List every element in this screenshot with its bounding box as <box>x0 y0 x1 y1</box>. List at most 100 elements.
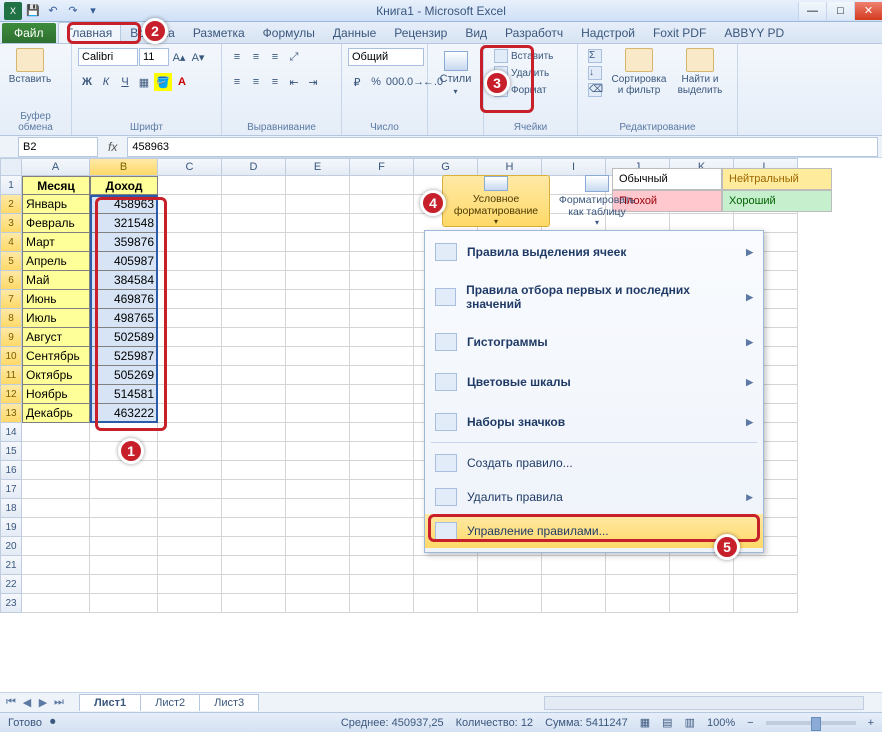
tab-разметка[interactable]: Разметка <box>184 22 254 43</box>
bold-icon[interactable]: Ж <box>78 73 96 91</box>
name-box[interactable]: B2 <box>18 137 98 157</box>
cell[interactable] <box>734 556 798 575</box>
cell[interactable] <box>286 366 350 385</box>
cell[interactable] <box>22 594 90 613</box>
cell[interactable] <box>350 271 414 290</box>
excel-icon[interactable]: X <box>4 2 22 20</box>
number-format-combo[interactable]: Общий <box>348 48 424 66</box>
cell[interactable] <box>158 214 222 233</box>
cell[interactable] <box>158 518 222 537</box>
row-header[interactable]: 9 <box>0 328 22 347</box>
row-header[interactable]: 23 <box>0 594 22 613</box>
row-header[interactable]: 19 <box>0 518 22 537</box>
cell[interactable] <box>222 214 286 233</box>
cell[interactable] <box>350 480 414 499</box>
cf-menu-item[interactable]: Правила выделения ячеек▶ <box>425 235 763 269</box>
column-header-I[interactable]: I <box>542 158 606 176</box>
cell[interactable] <box>350 442 414 461</box>
cell[interactable] <box>350 233 414 252</box>
cell[interactable] <box>734 575 798 594</box>
cell[interactable] <box>222 499 286 518</box>
close-button[interactable]: ✕ <box>854 2 882 20</box>
cell[interactable] <box>286 556 350 575</box>
undo-icon[interactable]: ↶ <box>44 2 62 20</box>
cell[interactable] <box>158 499 222 518</box>
cell[interactable] <box>22 575 90 594</box>
cell[interactable] <box>222 442 286 461</box>
row-header[interactable]: 11 <box>0 366 22 385</box>
cell[interactable] <box>286 290 350 309</box>
fill-button[interactable]: ↓ <box>584 65 606 81</box>
insert-cells-button[interactable]: Вставить <box>490 48 557 64</box>
sheet-tab-Лист3[interactable]: Лист3 <box>199 694 259 711</box>
cell[interactable] <box>606 556 670 575</box>
cell[interactable]: Февраль <box>22 214 90 233</box>
cell[interactable]: Сентябрь <box>22 347 90 366</box>
clear-button[interactable]: ⌫ <box>584 82 606 98</box>
tab-рецензир[interactable]: Рецензир <box>385 22 456 43</box>
sheet-tab-Лист1[interactable]: Лист1 <box>79 694 141 711</box>
cell[interactable] <box>350 385 414 404</box>
styles-button[interactable]: Стили▾ <box>433 48 479 99</box>
cell[interactable] <box>158 328 222 347</box>
cell[interactable] <box>350 214 414 233</box>
cell[interactable] <box>158 176 222 195</box>
cell[interactable] <box>158 594 222 613</box>
cell[interactable] <box>350 290 414 309</box>
cell[interactable] <box>542 575 606 594</box>
row-header[interactable]: 2 <box>0 195 22 214</box>
cell[interactable] <box>542 556 606 575</box>
cell[interactable]: Август <box>22 328 90 347</box>
cell[interactable] <box>222 366 286 385</box>
tab-вид[interactable]: Вид <box>456 22 496 43</box>
cell[interactable] <box>286 404 350 423</box>
save-icon[interactable]: 💾 <box>24 2 42 20</box>
cell[interactable] <box>222 252 286 271</box>
cell[interactable] <box>414 594 478 613</box>
paste-button[interactable]: Вставить <box>6 48 54 85</box>
cell[interactable] <box>286 347 350 366</box>
cell[interactable]: 514581 <box>90 385 158 404</box>
cell[interactable] <box>478 575 542 594</box>
cell[interactable] <box>350 347 414 366</box>
row-header[interactable]: 4 <box>0 233 22 252</box>
cell[interactable] <box>350 195 414 214</box>
cell[interactable]: Март <box>22 233 90 252</box>
cell[interactable] <box>414 575 478 594</box>
row-header[interactable]: 18 <box>0 499 22 518</box>
cell[interactable] <box>350 176 414 195</box>
autosum-button[interactable]: Σ <box>584 48 606 64</box>
cell[interactable]: 458963 <box>90 195 158 214</box>
cell-styles-gallery[interactable]: ОбычныйНейтральныйПлохойХороший <box>612 168 842 212</box>
cell[interactable] <box>350 461 414 480</box>
row-header[interactable]: 3 <box>0 214 22 233</box>
row-header[interactable]: 21 <box>0 556 22 575</box>
cell[interactable] <box>670 575 734 594</box>
row-header[interactable]: 15 <box>0 442 22 461</box>
macro-record-icon[interactable]: ⏺ <box>50 716 56 729</box>
cell[interactable] <box>286 252 350 271</box>
cell[interactable] <box>222 271 286 290</box>
column-header-B[interactable]: B <box>90 158 158 176</box>
cell[interactable] <box>478 556 542 575</box>
cell[interactable] <box>350 328 414 347</box>
cell[interactable] <box>222 176 286 195</box>
cell[interactable] <box>350 575 414 594</box>
zoom-level[interactable]: 100% <box>707 717 735 729</box>
cell[interactable] <box>22 442 90 461</box>
cell[interactable] <box>222 328 286 347</box>
zoom-in-icon[interactable]: + <box>868 717 874 729</box>
row-header[interactable]: 6 <box>0 271 22 290</box>
cell[interactable] <box>222 594 286 613</box>
grow-font-icon[interactable]: A▴ <box>170 48 188 66</box>
cell[interactable] <box>286 214 350 233</box>
align-bot-icon[interactable]: ≡ <box>266 48 284 66</box>
cell[interactable]: Доход <box>90 176 158 195</box>
cell[interactable] <box>286 537 350 556</box>
cell[interactable] <box>286 176 350 195</box>
cell[interactable]: 525987 <box>90 347 158 366</box>
cell[interactable]: Июль <box>22 309 90 328</box>
cell[interactable] <box>158 195 222 214</box>
cell[interactable] <box>222 461 286 480</box>
cell[interactable] <box>158 461 222 480</box>
